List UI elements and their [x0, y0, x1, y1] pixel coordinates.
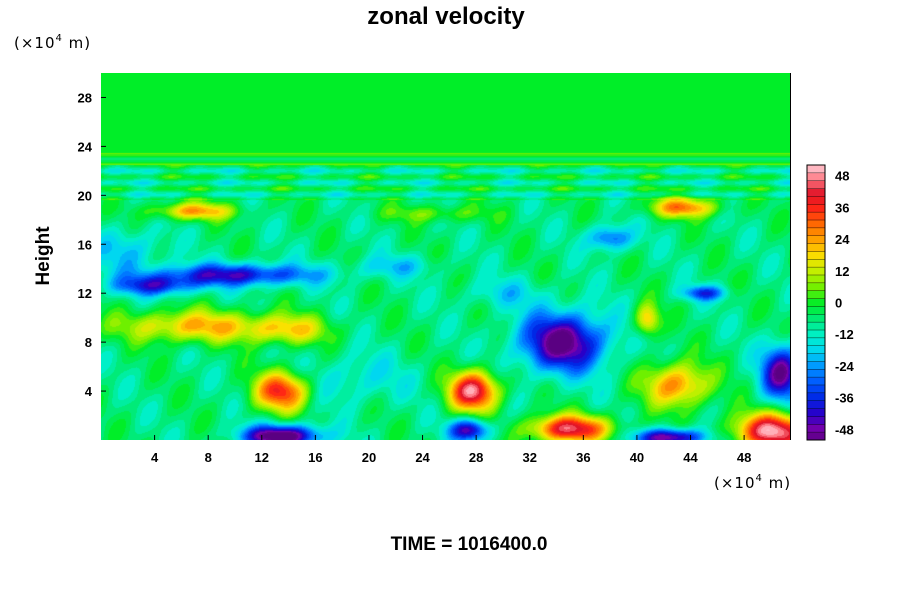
y-tick-label: 28 [78, 90, 92, 105]
chart-title: zonal velocity [367, 3, 525, 30]
x-unit-suffix: m) [763, 474, 791, 492]
y-tick-label: 24 [78, 139, 93, 154]
x-tick-label: 44 [683, 450, 698, 465]
colorbar-tick-label: 12 [835, 264, 849, 279]
colorbar-swatch [807, 392, 825, 402]
y-tick-label: 8 [85, 335, 92, 350]
y-tick-label: 20 [78, 188, 92, 203]
x-axis-unit: (×104 m) [714, 473, 791, 492]
colorbar-swatch [807, 408, 825, 417]
heatmap-field [101, 73, 791, 440]
colorbar-swatch [807, 165, 825, 174]
y-axis-label: Height [33, 226, 54, 286]
colorbar-swatch [807, 259, 825, 268]
colorbar-tick-label: 36 [835, 200, 849, 215]
colorbar-swatch [807, 345, 825, 354]
x-tick-label: 28 [469, 450, 483, 465]
colorbar-swatch [807, 361, 825, 370]
colorbar-swatch [807, 243, 825, 252]
x-tick-label: 12 [255, 450, 269, 465]
colorbar-swatch [807, 251, 825, 260]
colorbar-tick-label: 0 [835, 296, 842, 311]
x-tick-label: 24 [415, 450, 430, 465]
x-tick-label: 8 [205, 450, 212, 465]
colorbar [806, 164, 826, 441]
y-tick-label: 16 [78, 237, 92, 252]
x-tick-label: 32 [523, 450, 537, 465]
x-unit-prefix: (×10 [714, 474, 756, 492]
colorbar-swatch [807, 204, 825, 213]
colorbar-swatch [807, 337, 825, 347]
colorbar-swatch [807, 314, 825, 323]
heatmap-plot-area [101, 73, 791, 440]
x-tick-label: 4 [151, 450, 159, 465]
colorbar-tick-label: 24 [835, 232, 850, 247]
x-axis-ticks: 4 8 12 16 20 24 28 32 36 40 44 48 [151, 435, 751, 465]
colorbar-tick-label: -24 [835, 359, 855, 374]
colorbar-swatch [807, 196, 825, 205]
colorbar-labels: -48 -36 -24 -12 0 12 24 36 48 [835, 169, 855, 438]
colorbar-swatch [807, 322, 825, 331]
colorbar-swatch [807, 424, 825, 433]
time-label: TIME = 1016400.0 [391, 534, 548, 555]
x-tick-label: 48 [737, 450, 751, 465]
x-tick-label: 36 [576, 450, 590, 465]
colorbar-tick-label: 48 [835, 169, 849, 184]
colorbar-swatch [807, 220, 825, 229]
colorbar-swatch [807, 385, 825, 394]
y-tick-label: 12 [78, 286, 92, 301]
colorbar-swatch [807, 377, 825, 386]
colorbar-tick-label: -12 [835, 327, 854, 342]
y-unit-suffix: m) [63, 34, 91, 52]
x-unit-exponent: 4 [756, 473, 763, 484]
colorbar-swatch [807, 275, 825, 284]
colorbar-swatch [807, 172, 825, 182]
colorbar-swatch [807, 227, 825, 237]
y-unit-exponent: 4 [56, 33, 63, 44]
colorbar-swatch [807, 306, 825, 315]
colorbar-swatch [807, 416, 825, 425]
x-tick-label: 40 [630, 450, 644, 465]
x-tick-label: 20 [362, 450, 376, 465]
y-unit-prefix: (×10 [14, 34, 56, 52]
y-axis-unit: (×104 m) [14, 33, 91, 52]
colorbar-swatch [807, 188, 825, 197]
y-axis-ticks: 4 8 12 16 20 24 28 [78, 90, 106, 399]
colorbar-swatch [807, 267, 825, 276]
colorbar-swatch [807, 330, 825, 339]
x-tick-label: 16 [308, 450, 322, 465]
colorbar-swatch [807, 290, 825, 299]
colorbar-swatch [807, 432, 825, 441]
colorbar-swatch [807, 235, 825, 244]
colorbar-swatch [807, 180, 825, 189]
colorbar-swatch [807, 282, 825, 292]
colorbar-swatch [807, 400, 825, 409]
colorbar-tick-label: -36 [835, 391, 854, 406]
colorbar-swatch [807, 353, 825, 362]
colorbar-swatch [807, 298, 825, 307]
colorbar-swatch [807, 369, 825, 378]
colorbar-frame [806, 164, 826, 441]
y-tick-label: 4 [85, 384, 93, 399]
colorbar-tick-label: -48 [835, 422, 854, 437]
colorbar-swatch [807, 212, 825, 221]
